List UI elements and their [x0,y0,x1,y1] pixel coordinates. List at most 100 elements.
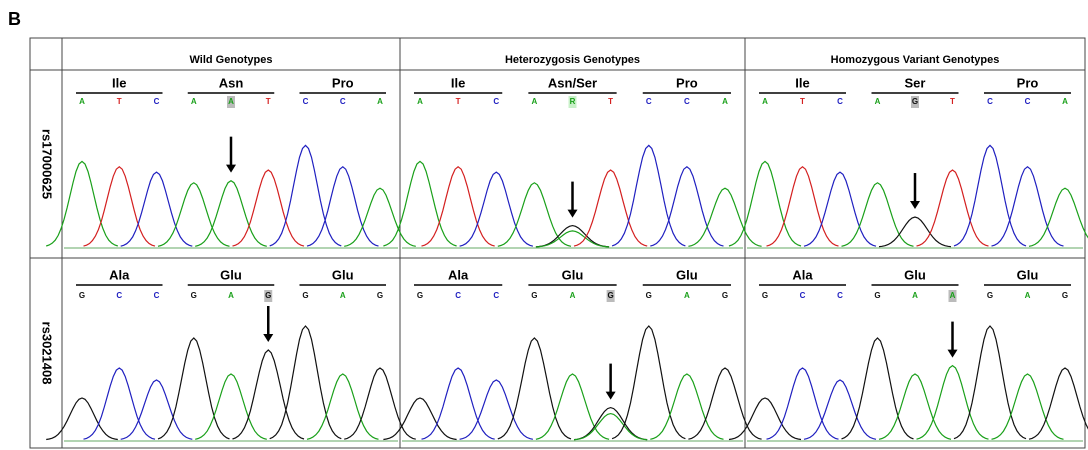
trace-peak [917,170,989,246]
base-call: C [455,291,461,300]
trace-peak [612,145,685,246]
base-call: G [302,291,308,300]
base-call: T [950,97,955,106]
base-call: A [1062,97,1068,106]
trace-peak [233,350,305,439]
base-call: C [646,97,652,106]
base-call: T [456,97,461,106]
trace-peak [121,380,193,439]
amino-acid: Ala [109,267,130,282]
panel-label: B [8,9,21,29]
trace-peak [879,217,951,247]
base-call: G [79,291,85,300]
trace-peak [842,338,914,439]
trace-peak [992,167,1064,246]
base-call: G [377,291,383,300]
frame [30,38,1085,448]
arrow-head [568,210,578,218]
column-header: Wild Genotypes [189,54,272,66]
base-call: C [837,291,843,300]
trace-peak [688,188,761,246]
base-call: A [340,291,346,300]
column-header: Homozygous Variant Genotypes [831,54,1000,66]
arrow-head [226,165,236,173]
row-label: rs17000625 [40,129,55,199]
trace-peak [270,326,342,439]
amino-acid: Ile [112,75,126,90]
trace-peak [270,145,342,246]
amino-acid: Ile [451,75,465,90]
base-call: G [417,291,423,300]
base-call: T [800,97,805,106]
base-call: G [608,291,614,300]
trace-peak [729,161,801,246]
base-call: A [762,97,768,106]
trace-peak [422,167,495,246]
base-call: R [570,97,576,106]
base-call: A [722,97,728,106]
base-call: C [684,97,690,106]
trace-peak [46,398,118,440]
amino-acid: Glu [332,267,354,282]
base-call: C [154,291,160,300]
trace-peak [344,368,416,439]
base-call: C [493,291,499,300]
base-call: C [116,291,122,300]
trace-peak [842,183,914,247]
base-call: A [570,291,576,300]
amino-acid: Glu [904,267,926,282]
base-call: G [912,97,918,106]
base-call: T [266,97,271,106]
trace-peak [536,226,609,247]
amino-acid: Asn [219,75,244,90]
base-call: C [1025,97,1031,106]
base-call: G [531,291,537,300]
base-call: C [837,97,843,106]
base-call: A [228,97,234,106]
base-call: T [608,97,613,106]
trace-peak [46,161,118,246]
base-call: C [493,97,499,106]
trace-peak [650,374,723,439]
arrow-head [910,201,920,209]
base-call: A [912,291,918,300]
trace-peak [688,368,761,439]
base-call: T [117,97,122,106]
base-call: A [191,97,197,106]
amino-acid: Pro [332,75,354,90]
base-call: C [800,291,806,300]
trace-peak [158,183,230,247]
base-call: A [79,97,85,106]
base-call: C [340,97,346,106]
trace-peak [954,326,1026,439]
base-call: G [762,291,768,300]
trace-peak [460,380,533,439]
amino-acid: Asn/Ser [548,75,597,90]
base-call: A [228,291,234,300]
arrow-head [606,392,616,400]
base-call: A [417,97,423,106]
trace-peak [992,374,1064,439]
amino-acid: Glu [562,267,584,282]
trace-peak [1029,368,1088,439]
base-call: G [265,291,271,300]
trace-peak [84,167,156,246]
amino-acid: Ala [792,267,813,282]
base-call: A [1025,291,1031,300]
trace-peak [195,181,267,247]
trace-peak [307,374,379,439]
base-call: C [303,97,309,106]
trace-peak [954,145,1026,246]
trace-peak [767,167,839,246]
base-call: C [987,97,993,106]
base-call: A [531,97,537,106]
amino-acid: Pro [1017,75,1039,90]
amino-acid: Glu [220,267,242,282]
base-call: A [377,97,383,106]
arrow-head [263,334,273,342]
page: B Wild GenotypesHeterozygosis GenotypesH… [0,0,1088,450]
base-call: G [191,291,197,300]
trace-peak [650,167,723,246]
base-call: G [987,291,993,300]
trace-peak [498,338,571,439]
